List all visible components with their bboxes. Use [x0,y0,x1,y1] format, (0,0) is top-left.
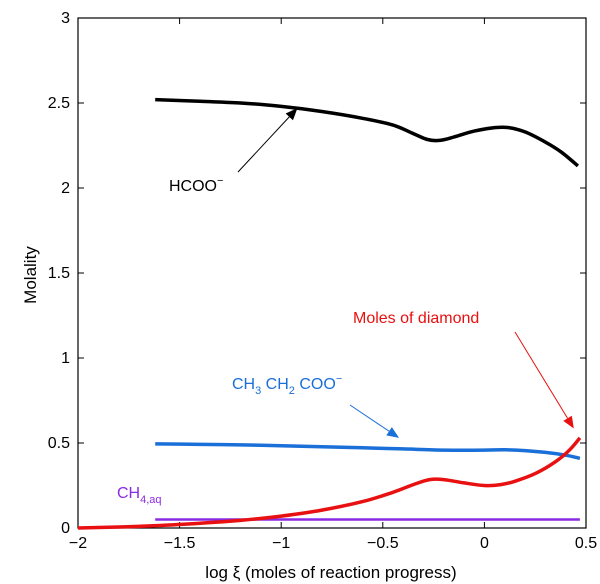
x-tick-label: −0.5 [367,535,399,552]
x-tick-label: −2 [69,535,87,552]
x-axis-title: log ξ (moles of reaction progress) [205,563,456,582]
annotation-arrows [237,108,574,438]
methane-label: CH4,aq [117,485,162,506]
diamond-line [77,436,582,530]
y-tick-label: 1.5 [48,265,70,282]
x-tick-label: −1 [272,535,290,552]
y-tick-label: 0 [61,520,70,537]
hcoo-label: HCOO− [169,175,223,195]
diamond-arrow-head [563,415,574,429]
hcoo-arrow-shaft [237,116,290,173]
x-tick-label: −1.5 [164,535,196,552]
x-tick-label: 0.5 [575,535,597,552]
diamond-arrow-shaft [514,331,568,419]
hcoo-line [155,97,580,168]
y-tick-label: 2 [61,180,70,197]
y-tick-label: 0.5 [48,435,70,452]
propionate-arrow-head [386,427,400,438]
axis-ticks: −2 −1.5 −1 −0.5 0 0.5 0 0.5 1 1.5 2 2.5 3 [48,10,597,552]
y-tick-label: 2.5 [48,95,70,112]
y-tick-label: 1 [61,350,70,367]
hcoo-arrow-head [285,108,298,121]
y-axis-title: Molality [21,246,40,304]
diamond-label: Moles of diamond [353,310,479,327]
y-tick-label: 3 [61,10,70,27]
propionate-arrow-shaft [349,404,390,432]
x-tick-label: 0 [480,535,489,552]
propionate-label: CH3 CH2 COO− [232,373,342,397]
data-series [77,97,582,530]
propionate-line [155,442,581,461]
